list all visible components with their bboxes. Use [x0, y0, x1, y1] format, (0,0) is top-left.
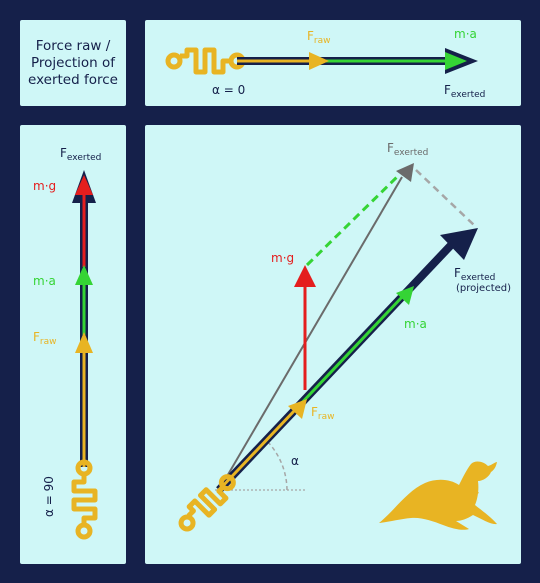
vertical-force-diagram: Fexerted m·g m·a Fraw α = 90	[33, 146, 101, 540]
ma-arrowhead	[445, 52, 467, 70]
ma-arrowhead	[75, 265, 93, 285]
alpha-zero-label: α = 0	[212, 83, 245, 97]
vertical-force-panel: Fexerted m·g m·a Fraw α = 90	[20, 125, 126, 564]
alpha-label: α	[291, 454, 299, 468]
title-line-2: Projection of	[30, 55, 116, 71]
mg-label: m·g	[33, 179, 56, 193]
f-raw-label: Fraw	[307, 29, 330, 46]
angled-force-panel: Fexerted m·g Fexerted (projected) m·a Fr…	[145, 125, 521, 564]
f-raw-label: Fraw	[33, 330, 56, 347]
alpha-ninety-label: α = 90	[42, 476, 56, 517]
horizontal-force-panel: Fraw m·a Fexerted α = 0	[145, 20, 521, 106]
ma-arrow-shaft	[293, 294, 405, 412]
ma-projection-dashed-line	[305, 175, 399, 267]
title-line-1: Force raw /	[35, 38, 111, 54]
f-exerted-actual-label: Fexerted	[387, 141, 428, 158]
diagram-title: Force raw / Projection of exerted force	[20, 38, 126, 89]
mg-arrowhead	[294, 265, 316, 287]
alpha-angle-arc	[265, 439, 288, 491]
spring-icon	[178, 474, 236, 532]
f-raw-label: Fraw	[311, 405, 334, 422]
f-raw-arrowhead	[288, 399, 307, 419]
ma-label: m·a	[454, 27, 477, 41]
title-line-3: exerted force	[28, 72, 118, 88]
ma-label: m·a	[404, 317, 427, 331]
spring-icon	[165, 47, 246, 75]
title-panel: Force raw / Projection of exerted force	[20, 20, 126, 106]
ma-label: m·a	[33, 274, 56, 288]
projection-dashed-line	[415, 169, 476, 227]
ma-arrowhead	[396, 286, 414, 305]
f-exerted-projected-arrowhead	[440, 228, 478, 260]
f-raw-arrowhead	[309, 52, 329, 70]
f-exerted-projected-label: Fexerted	[454, 266, 495, 283]
f-exerted-label: Fexerted	[444, 83, 485, 100]
mg-label: m·g	[271, 251, 294, 265]
spring-icon	[71, 459, 98, 540]
f-exerted-actual-arrowhead	[396, 163, 414, 182]
f-exerted-label: Fexerted	[60, 146, 101, 163]
mg-arrowhead	[75, 175, 93, 195]
f-exerted-actual-arrow-shaft	[218, 176, 403, 491]
horizontal-force-diagram: Fraw m·a Fexerted α = 0	[165, 27, 485, 100]
f-raw-arrowhead	[75, 332, 93, 353]
angled-force-diagram: Fexerted m·g Fexerted (projected) m·a Fr…	[178, 141, 511, 532]
projected-label: (projected)	[456, 283, 511, 294]
kangaroo-icon	[379, 461, 497, 530]
